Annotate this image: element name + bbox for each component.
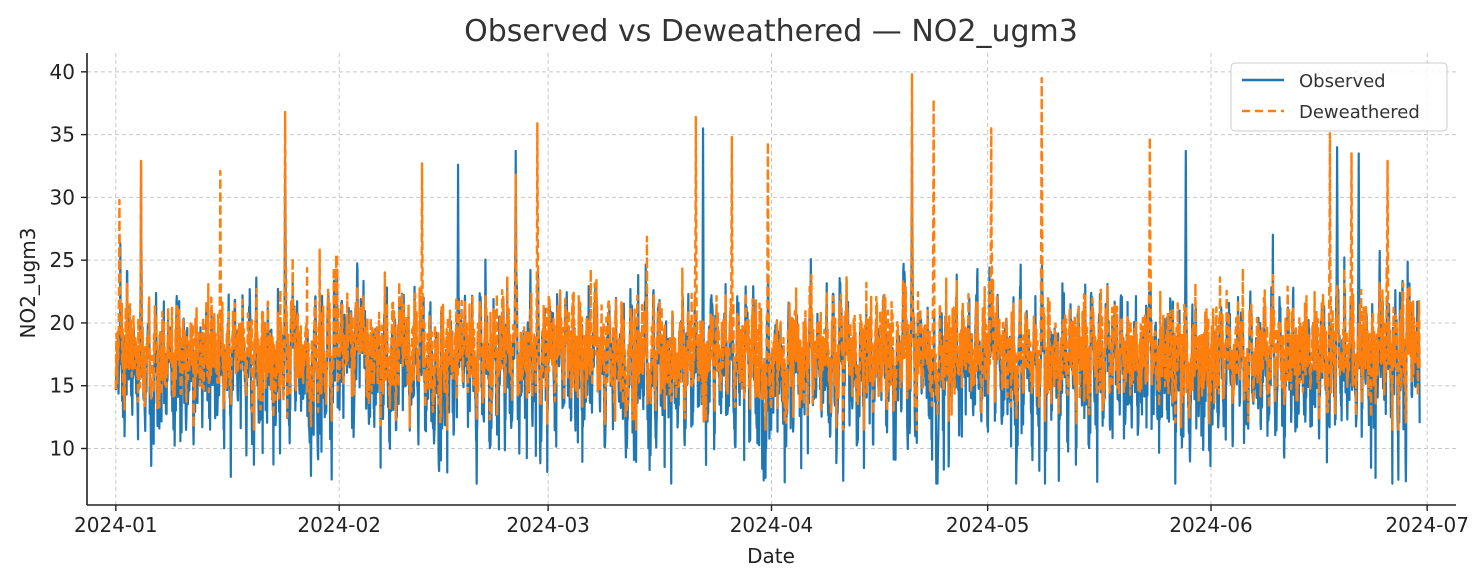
legend-box — [1230, 62, 1448, 132]
chart-title: Observed vs Deweathered — NO2_ugm3 — [464, 14, 1078, 49]
y-tick-label: 30 — [50, 185, 75, 209]
legend-label-deweathered: Deweathered — [1299, 102, 1420, 123]
y-tick-label: 20 — [50, 311, 75, 335]
y-tick-label: 25 — [50, 248, 75, 272]
y-tick-label: 35 — [50, 123, 75, 147]
x-tick-label: 2024-04 — [730, 513, 814, 537]
grid-layer — [87, 53, 1456, 505]
x-tick-label: 2024-03 — [506, 513, 590, 537]
series-layer — [114, 73, 1421, 485]
x-tick-label: 2024-07 — [1385, 513, 1469, 537]
y-tick-label: 40 — [50, 60, 75, 84]
x-tick-label: 2024-01 — [74, 513, 158, 537]
y-tick-label: 10 — [50, 437, 75, 461]
x-tick-label: 2024-02 — [297, 513, 381, 537]
x-tick-label: 2024-06 — [1169, 513, 1253, 537]
y-tick-label: 15 — [50, 374, 75, 398]
legend-label-observed: Observed — [1299, 71, 1386, 92]
legend: Observed Deweathered — [1230, 62, 1448, 132]
series-line-deweathered — [114, 73, 1421, 431]
y-axis-label: NO2_ugm3 — [16, 227, 40, 338]
x-tick-label: 2024-05 — [946, 513, 1030, 537]
ticks-layer: 2024-01 2024-02 2024-03 2024-04 2024-05 2024-… — [50, 60, 1469, 537]
x-axis-label: Date — [747, 544, 795, 568]
